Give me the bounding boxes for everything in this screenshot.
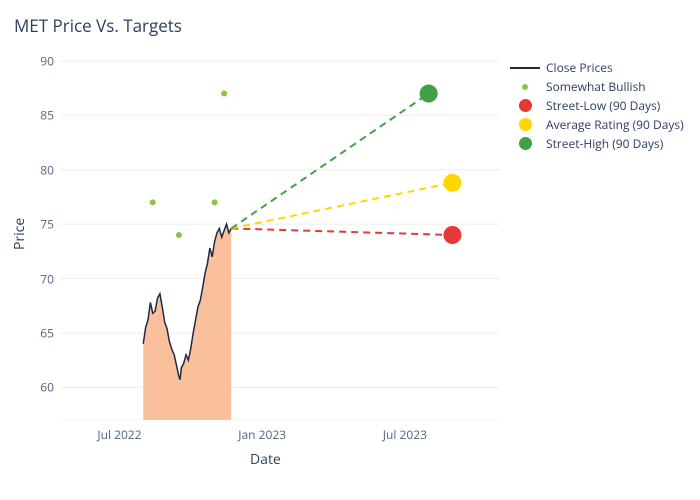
y-tick-label: 85: [30, 107, 60, 124]
y-tick-label: 65: [30, 324, 60, 341]
x-tick-label: Jul 2022: [97, 420, 141, 443]
legend-item[interactable]: Close Prices: [510, 58, 684, 77]
legend-swatch: [510, 137, 540, 151]
legend-item[interactable]: Street-Low (90 Days): [510, 96, 684, 115]
legend-swatch: [510, 80, 540, 94]
plot-area: 60657075808590Jul 2022Jan 2023Jul 2023: [60, 50, 500, 420]
y-axis-label: Price: [10, 218, 29, 250]
legend-item[interactable]: Street-High (90 Days): [510, 134, 684, 153]
legend-swatch: [510, 61, 540, 75]
legend-label: Average Rating (90 Days): [546, 116, 684, 133]
legend-item[interactable]: Somewhat Bullish: [510, 77, 684, 96]
x-axis-label: Date: [250, 450, 281, 469]
legend: Close Prices Somewhat Bullish Street-Low (…: [510, 58, 684, 153]
y-tick-label: 75: [30, 216, 60, 233]
legend-swatch: [510, 118, 540, 132]
y-tick-label: 70: [30, 270, 60, 287]
legend-swatch: [510, 99, 540, 113]
legend-item[interactable]: Average Rating (90 Days): [510, 115, 684, 134]
legend-label: Close Prices: [546, 59, 613, 76]
x-tick-label: Jan 2023: [238, 420, 286, 443]
chart-svg: [60, 50, 500, 420]
legend-label: Street-High (90 Days): [546, 135, 663, 152]
y-tick-label: 60: [30, 379, 60, 396]
y-tick-label: 80: [30, 161, 60, 178]
legend-label: Street-Low (90 Days): [546, 97, 660, 114]
x-tick-label: Jul 2023: [383, 420, 427, 443]
legend-label: Somewhat Bullish: [546, 78, 646, 95]
chart-title: MET Price Vs. Targets: [14, 14, 182, 37]
y-tick-label: 90: [30, 52, 60, 69]
